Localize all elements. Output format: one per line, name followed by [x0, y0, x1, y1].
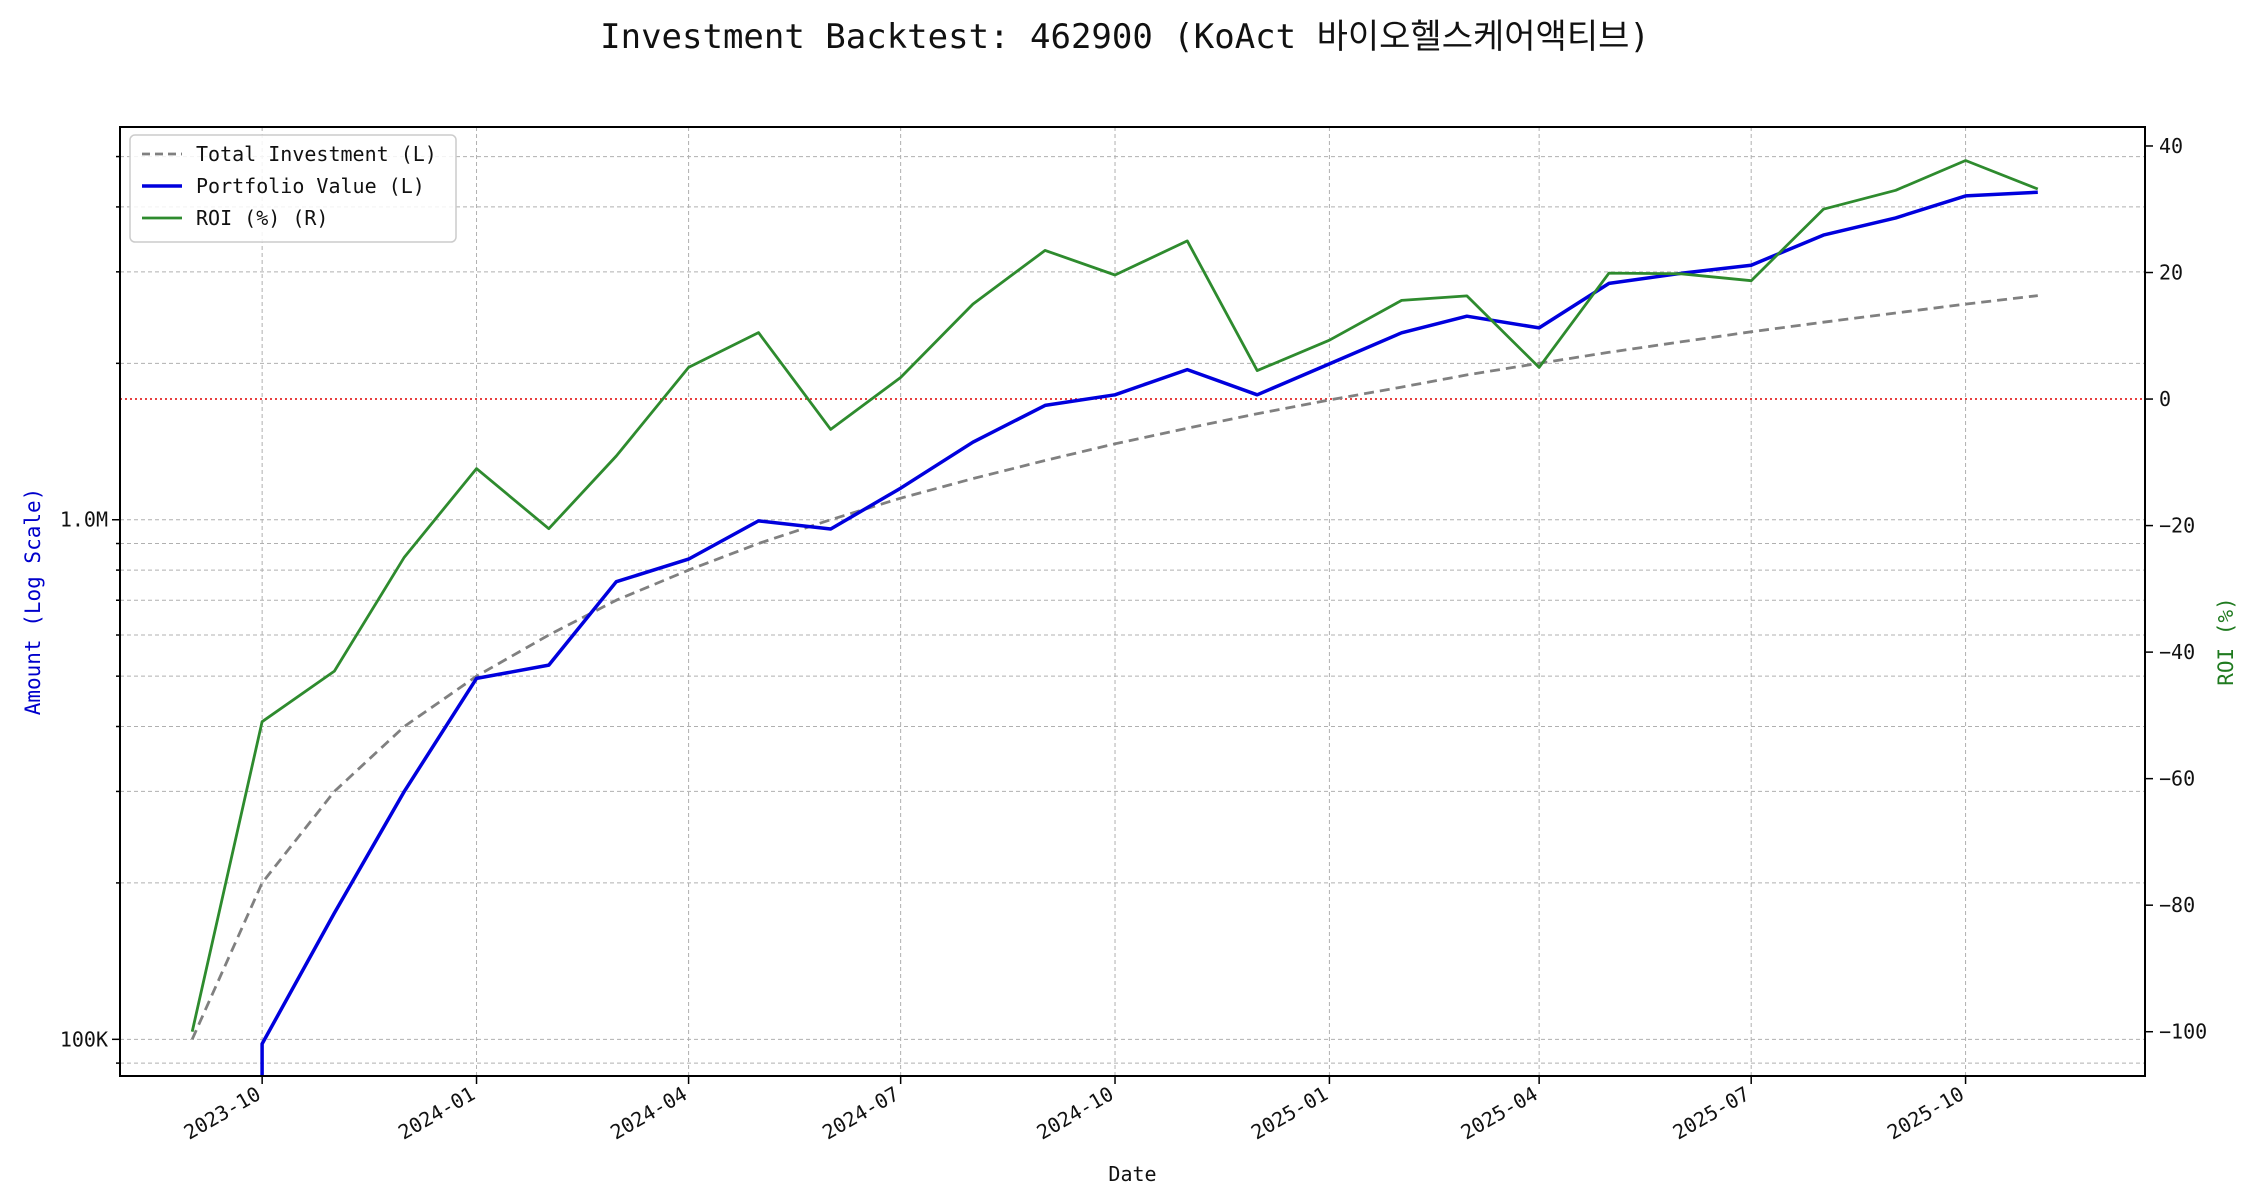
right-tick-label: 20	[2159, 261, 2183, 285]
x-tick-label: 2024-01	[394, 1082, 479, 1145]
bottom-axis: 2023-10 2024-01 2024-04 2024-07 2024-10 2025-…	[180, 1076, 1968, 1144]
legend-label: Total Investment (L)	[196, 142, 437, 166]
x-axis-label: Date	[1108, 1162, 1156, 1186]
left-tick-label: 1.0M	[60, 508, 108, 532]
x-tick-label: 2025-07	[1669, 1082, 1754, 1145]
grid	[120, 127, 2145, 1076]
right-tick-label: 40	[2159, 134, 2183, 158]
series-line-0	[190, 294, 2038, 1040]
x-tick-label: 2024-07	[818, 1082, 903, 1145]
right-tick-label: −60	[2159, 767, 2195, 791]
left-axis-label: Amount (Log Scale)	[21, 488, 45, 716]
legend-label: Portfolio Value (L)	[196, 174, 425, 198]
right-axis-label: ROI (%)	[2214, 597, 2238, 686]
x-tick-label: 2025-04	[1457, 1082, 1542, 1145]
series-lines	[190, 159, 2039, 1076]
x-tick-label: 2024-10	[1033, 1082, 1118, 1145]
x-tick-label: 2025-10	[1883, 1082, 1968, 1145]
right-tick-label: −20	[2159, 514, 2195, 538]
legend-label: ROI (%) (R)	[196, 206, 328, 230]
right-tick-label: −40	[2159, 640, 2195, 664]
plot-frame	[119, 126, 2146, 1077]
chart-title: Investment Backtest: 462900 (KoAct 바이오헬스…	[600, 17, 1650, 57]
left-axis: 100K 1.0M	[60, 155, 120, 1064]
right-tick-label: −80	[2159, 893, 2195, 917]
right-axis: −100 −80 −60 −40 −20 0 20 40	[2145, 134, 2207, 1044]
legend: Total Investment (L) Portfolio Value (L) R…	[129, 134, 457, 243]
x-tick-label: 2025-01	[1247, 1082, 1332, 1145]
left-tick-label: 100K	[60, 1027, 108, 1051]
x-tick-label: 2023-10	[180, 1082, 265, 1145]
right-tick-label: 0	[2159, 387, 2171, 411]
x-tick-label: 2024-04	[606, 1082, 691, 1145]
legend-box	[129, 134, 457, 243]
series-line-2	[190, 159, 2039, 1033]
right-tick-label: −100	[2159, 1020, 2207, 1044]
series-line-1	[260, 190, 2038, 1076]
